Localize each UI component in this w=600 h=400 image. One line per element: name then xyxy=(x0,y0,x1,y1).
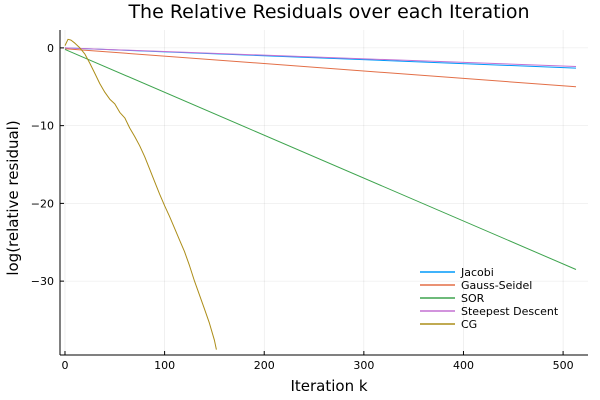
x-tick-label: 500 xyxy=(553,359,574,372)
y-tick-label: 0 xyxy=(47,42,54,55)
x-tick-label: 300 xyxy=(353,359,374,372)
ticks: 0 100 200 300 400 500 0 −10 −20 −30 xyxy=(31,42,574,372)
chart-title: The Relative Residuals over each Iterati… xyxy=(127,1,529,23)
y-tick-label: −20 xyxy=(31,197,54,210)
grid xyxy=(60,30,588,355)
legend-label-jacobi: Jacobi xyxy=(460,266,494,279)
x-tick-label: 0 xyxy=(61,359,68,372)
legend-label-sor: SOR xyxy=(461,292,485,305)
y-axis-label: log(relative residual) xyxy=(4,120,22,275)
axes xyxy=(59,30,588,356)
series-line-gauss-seidel xyxy=(64,48,577,88)
legend-label-steepest-descent: Steepest Descent xyxy=(461,305,559,318)
series-line-steepest-descent xyxy=(64,47,577,67)
series-group xyxy=(64,38,577,350)
legend-label-cg: CG xyxy=(461,318,477,331)
y-tick-label: −10 xyxy=(31,120,54,133)
series-line-sor xyxy=(64,48,577,270)
x-axis-label: Iteration k xyxy=(290,377,367,395)
x-tick-label: 200 xyxy=(254,359,275,372)
x-tick-label: 100 xyxy=(154,359,175,372)
y-tick-label: −30 xyxy=(31,275,54,288)
x-tick-label: 400 xyxy=(453,359,474,372)
series-line-cg xyxy=(64,38,217,350)
legend-label-gauss-seidel: Gauss-Seidel xyxy=(461,279,532,292)
